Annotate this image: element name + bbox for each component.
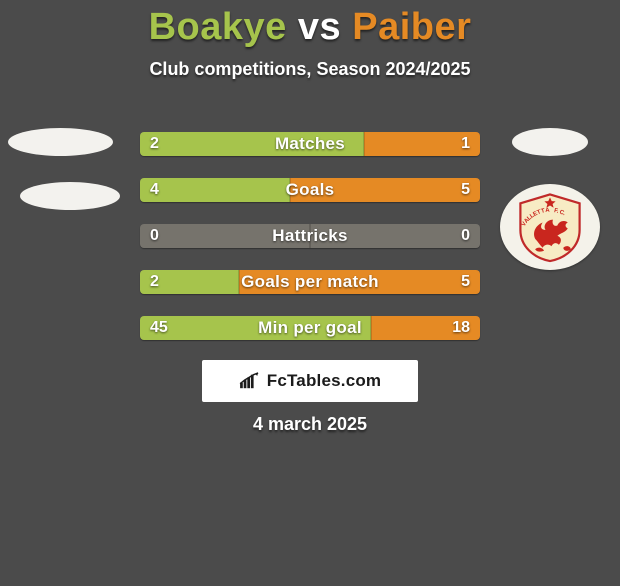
stat-row: 25Goals per match (140, 270, 480, 294)
stat-seg-right (371, 316, 480, 340)
stat-row: 00Hattricks (140, 224, 480, 248)
stat-seg-left (140, 178, 290, 202)
stat-seg-left (140, 224, 310, 248)
stat-row: 21Matches (140, 132, 480, 156)
stat-seg-right (364, 132, 480, 156)
stat-row: 45Goals (140, 178, 480, 202)
subtitle: Club competitions, Season 2024/2025 (0, 59, 620, 80)
player1-name: Boakye (149, 6, 287, 48)
date-text: 4 march 2025 (0, 414, 620, 435)
stat-seg-right (290, 178, 480, 202)
player2-badge-placeholder (512, 128, 588, 156)
stat-row: 4518Min per goal (140, 316, 480, 340)
crest-svg: V A L L E T T A F . C . (510, 190, 590, 264)
stat-seg-right (310, 224, 480, 248)
stat-seg-left (140, 132, 364, 156)
stat-seg-right (239, 270, 480, 294)
page-title: Boakye vs Paiber (0, 6, 620, 49)
player2-name: Paiber (352, 6, 471, 48)
club-crest: V A L L E T T A F . C . (500, 184, 600, 270)
stat-seg-left (140, 316, 371, 340)
brand-bars-icon (239, 372, 261, 390)
stat-seg-left (140, 270, 239, 294)
player1-badge-placeholder-2 (20, 182, 120, 210)
player1-badge-placeholder-1 (8, 128, 113, 156)
brand-box[interactable]: FcTables.com (202, 360, 418, 402)
stats-bars: 21Matches 45Goals 00Hattricks 25Goals per m… (140, 132, 480, 362)
brand-text: FcTables.com (267, 371, 382, 391)
title-vs: vs (298, 6, 341, 48)
